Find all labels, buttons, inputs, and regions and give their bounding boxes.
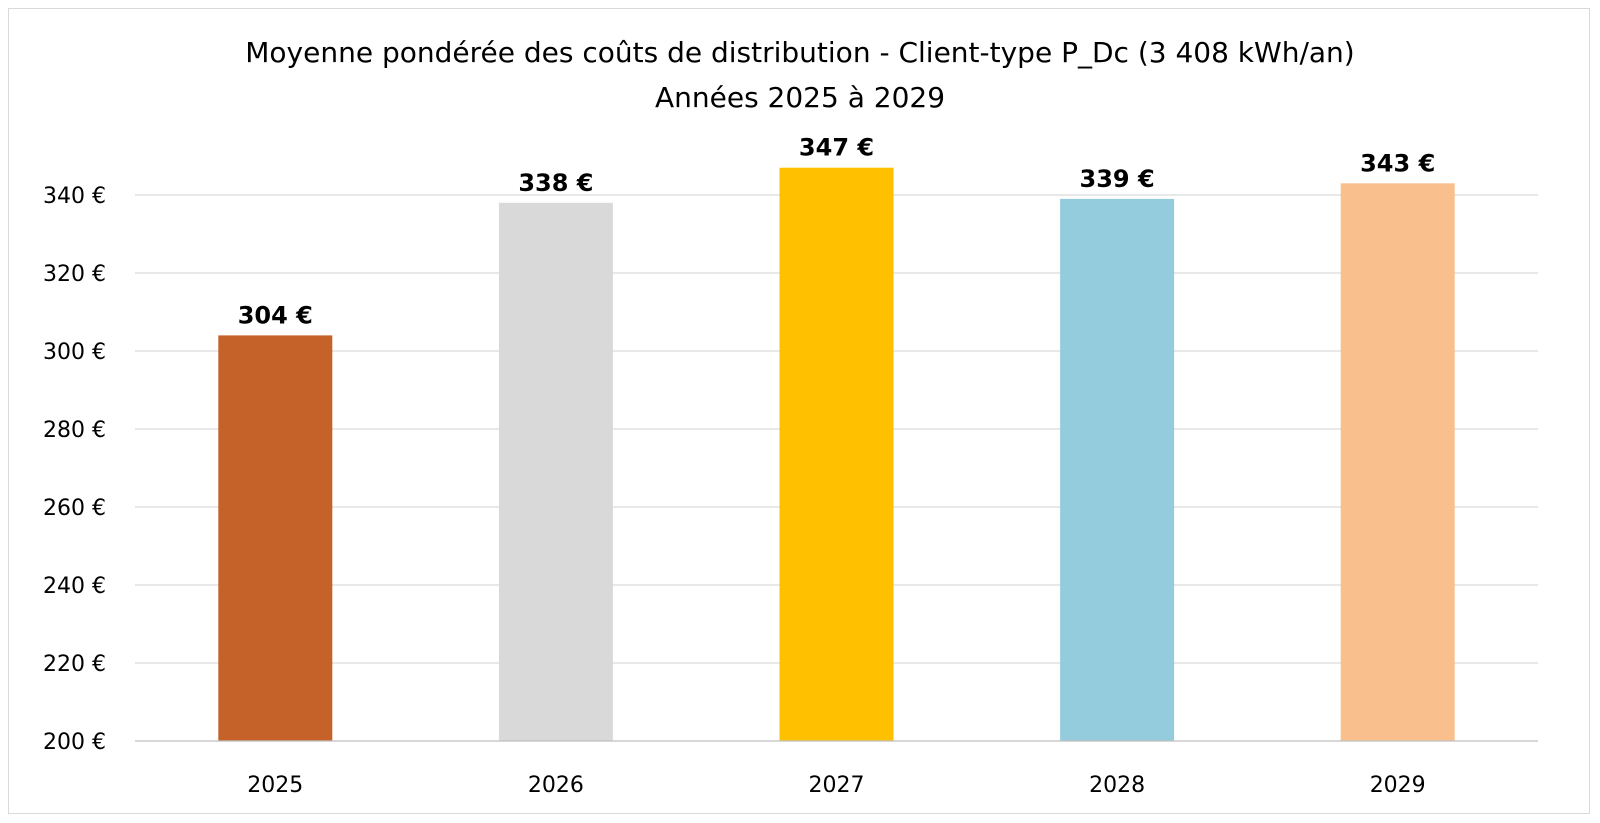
x-axis-tick-labels: 2025 2026 2027 2028 2029 — [247, 773, 1425, 798]
y-tick-label: 280 € — [43, 418, 106, 443]
bar-2028 — [1060, 198, 1175, 741]
x-tick-label: 2026 — [528, 773, 584, 798]
chart-title: Moyenne pondérée des coûts de distributi… — [245, 36, 1354, 69]
bar-2026 — [498, 202, 613, 742]
y-tick-label: 340 € — [43, 184, 106, 209]
bar-2029 — [1340, 183, 1455, 742]
y-tick-label: 260 € — [43, 496, 106, 521]
y-tick-label: 200 € — [43, 730, 106, 755]
data-label: 338 € — [518, 169, 593, 197]
chart-title-group: Moyenne pondérée des coûts de distributi… — [245, 36, 1354, 114]
data-label: 304 € — [238, 301, 313, 329]
x-tick-label: 2029 — [1370, 773, 1426, 798]
data-labels: 304 € 338 € 347 € 339 € 343 € — [238, 134, 1436, 330]
y-tick-label: 240 € — [43, 574, 106, 599]
y-tick-label: 220 € — [43, 652, 106, 677]
bar-2025 — [218, 335, 333, 741]
x-tick-label: 2028 — [1089, 773, 1145, 798]
bar-2027 — [779, 167, 894, 741]
bars — [218, 167, 1455, 742]
data-label: 343 € — [1360, 149, 1435, 177]
data-label: 339 € — [1080, 165, 1155, 193]
x-tick-label: 2025 — [247, 773, 303, 798]
data-label: 347 € — [799, 134, 874, 162]
y-axis-tick-labels: 200 € 220 € 240 € 260 € 280 € 300 € 320 € 340 € — [43, 184, 106, 755]
y-tick-label: 320 € — [43, 262, 106, 287]
y-tick-label: 300 € — [43, 340, 106, 365]
x-tick-label: 2027 — [809, 773, 865, 798]
chart-subtitle: Années 2025 à 2029 — [655, 81, 945, 114]
